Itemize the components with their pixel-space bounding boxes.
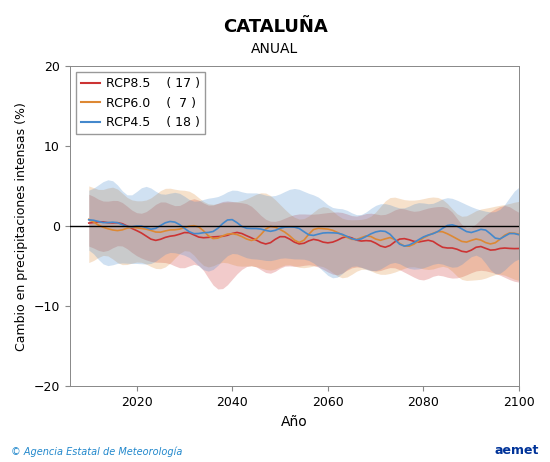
Text: ANUAL: ANUAL: [251, 42, 299, 55]
Legend: RCP8.5    ( 17 ), RCP6.0    (  7 ), RCP4.5    ( 18 ): RCP8.5 ( 17 ), RCP6.0 ( 7 ), RCP4.5 ( 18…: [76, 73, 205, 134]
Text: © Agencia Estatal de Meteorología: © Agencia Estatal de Meteorología: [11, 447, 183, 457]
Text: aemet: aemet: [494, 444, 539, 457]
X-axis label: Año: Año: [281, 414, 308, 429]
Text: CATALUÑA: CATALUÑA: [223, 18, 327, 36]
Y-axis label: Cambio en precipitaciones intensas (%): Cambio en precipitaciones intensas (%): [15, 102, 28, 351]
